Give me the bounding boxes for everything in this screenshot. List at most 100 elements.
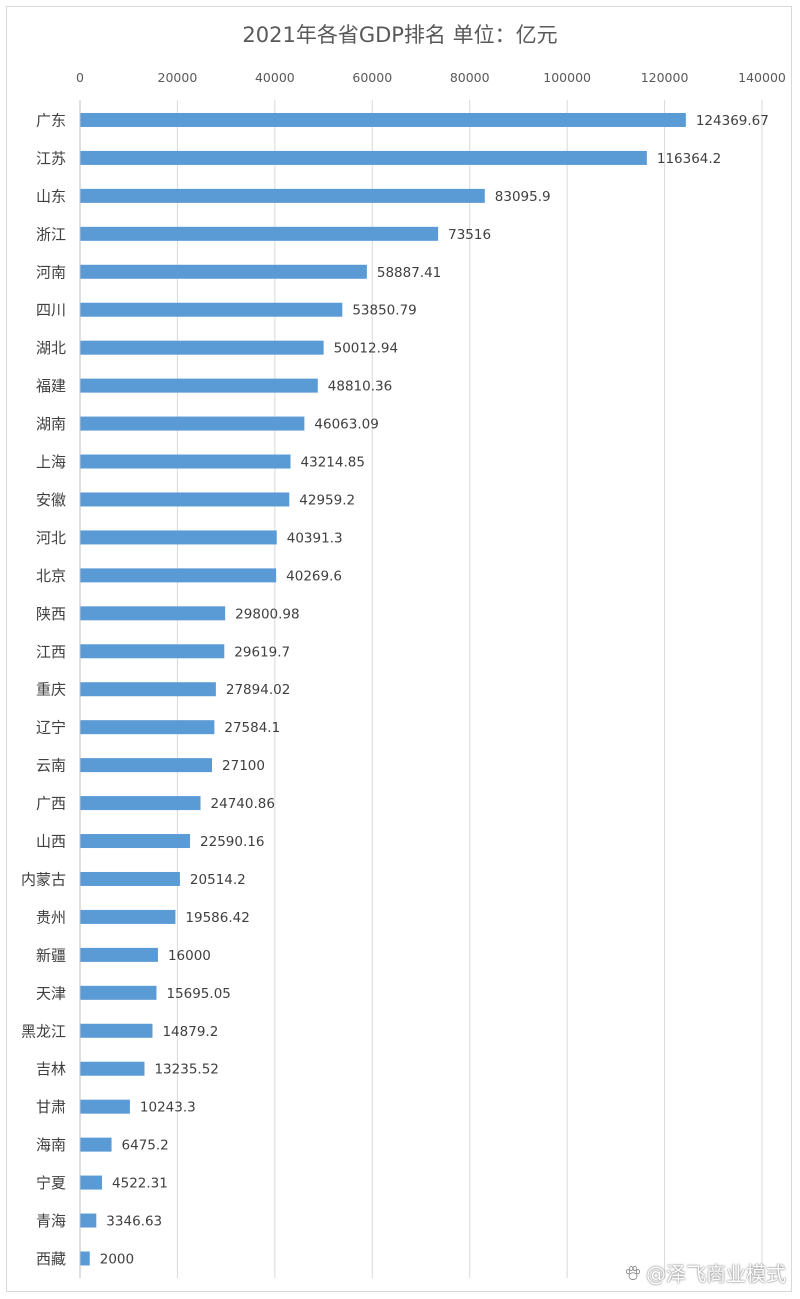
category-label: 广东 [36, 111, 66, 129]
bar [80, 644, 225, 659]
category-label: 上海 [36, 453, 66, 471]
category-label: 吉林 [36, 1060, 66, 1078]
data-label: 16000 [168, 948, 211, 964]
data-label: 2000 [100, 1251, 134, 1267]
data-label: 83095.9 [495, 189, 551, 205]
data-label: 22590.16 [200, 834, 264, 850]
data-label: 27894.02 [226, 682, 290, 698]
data-label: 46063.09 [314, 417, 378, 433]
category-label: 江苏 [36, 149, 66, 167]
category-label: 辽宁 [36, 719, 66, 737]
category-label: 青海 [36, 1212, 66, 1230]
x-tick-label: 20000 [158, 70, 198, 85]
data-label: 14879.2 [162, 1024, 218, 1040]
category-label: 北京 [36, 567, 66, 585]
bar [80, 796, 201, 811]
category-label: 重庆 [36, 681, 66, 699]
data-label: 19586.42 [185, 910, 249, 926]
category-label: 黑龙江 [21, 1022, 66, 1040]
category-label: 河北 [36, 529, 66, 547]
category-label: 福建 [36, 377, 66, 395]
category-label: 浙江 [36, 225, 66, 243]
data-label: 50012.94 [334, 341, 398, 357]
x-tick-label: 120000 [641, 70, 689, 85]
data-label: 116364.2 [657, 151, 721, 167]
bar [80, 378, 318, 393]
category-label: 江西 [36, 643, 66, 661]
bar [80, 985, 157, 1000]
data-label: 124369.67 [696, 113, 769, 129]
category-label: 河南 [36, 263, 66, 281]
data-label: 6475.2 [122, 1138, 169, 1154]
data-label: 73516 [448, 227, 491, 243]
bar [80, 264, 367, 279]
chart-frame [6, 6, 792, 1292]
bar [80, 530, 277, 545]
bar [80, 909, 176, 924]
bar [80, 606, 226, 621]
data-label: 15695.05 [166, 986, 230, 1002]
category-label: 陕西 [36, 605, 66, 623]
category-label: 云南 [36, 757, 66, 775]
data-label: 4522.31 [112, 1176, 168, 1192]
category-label: 甘肃 [36, 1098, 66, 1116]
category-label: 广西 [36, 795, 66, 813]
category-label: 新疆 [36, 946, 66, 964]
data-labels: 124369.67 116364.2 83095.9 73516 58887.41 538… [100, 113, 769, 1267]
data-label: 27584.1 [224, 720, 280, 736]
bar [80, 1023, 153, 1038]
data-label: 42959.2 [299, 492, 355, 508]
category-label: 内蒙古 [21, 870, 66, 888]
data-label: 40391.3 [287, 530, 343, 546]
bar [80, 188, 485, 203]
data-label: 48810.36 [328, 379, 392, 395]
category-label: 安徽 [36, 491, 66, 509]
category-label: 贵州 [36, 908, 66, 926]
category-label: 湖南 [36, 415, 66, 433]
chart-title: 2021年各省GDP排名 单位：亿元 [242, 23, 557, 47]
category-labels: 广东江苏山东浙江河南四川湖北福建湖南上海安徽河北北京陕西江西重庆辽宁云南广西山西… [21, 111, 66, 1268]
bar [80, 758, 213, 773]
x-tick-label: 60000 [352, 70, 392, 85]
category-label: 四川 [36, 301, 66, 319]
bar [80, 150, 647, 165]
watermark-text: @泽飞商业模式 [646, 1262, 786, 1286]
bar [80, 226, 439, 241]
bar [80, 492, 290, 507]
x-tick-label: 0 [76, 70, 84, 85]
category-label: 天津 [36, 984, 66, 1002]
bar [80, 1099, 130, 1114]
data-label: 29619.7 [234, 644, 290, 660]
data-label: 40269.6 [286, 568, 342, 584]
x-tick-label: 100000 [543, 70, 591, 85]
bar [80, 1175, 103, 1190]
data-label: 10243.3 [140, 1100, 196, 1116]
category-label: 西藏 [36, 1250, 66, 1268]
x-axis-ticks: 0 20000 40000 60000 80000 100000 120000 140000 [76, 70, 786, 85]
bar [80, 1213, 97, 1228]
category-label: 山西 [36, 833, 66, 851]
bar [80, 682, 216, 697]
x-tick-label: 140000 [738, 70, 786, 85]
data-label: 58887.41 [377, 265, 441, 281]
bar [80, 1251, 90, 1266]
data-label: 53850.79 [352, 303, 416, 319]
data-label: 27100 [222, 758, 265, 774]
bar [80, 416, 305, 431]
bar [80, 871, 180, 886]
data-label: 13235.52 [154, 1062, 218, 1078]
bar [80, 112, 686, 127]
bar [80, 1137, 112, 1152]
bar [80, 568, 277, 583]
bar [80, 1061, 145, 1076]
bar [80, 947, 158, 962]
paw-icon [626, 1265, 640, 1280]
bars [80, 112, 686, 1266]
data-label: 43214.85 [301, 455, 365, 471]
data-label: 3346.63 [106, 1214, 162, 1230]
category-label: 山东 [36, 187, 66, 205]
category-label: 湖北 [36, 339, 66, 357]
bar [80, 340, 324, 355]
x-tick-label: 40000 [255, 70, 295, 85]
